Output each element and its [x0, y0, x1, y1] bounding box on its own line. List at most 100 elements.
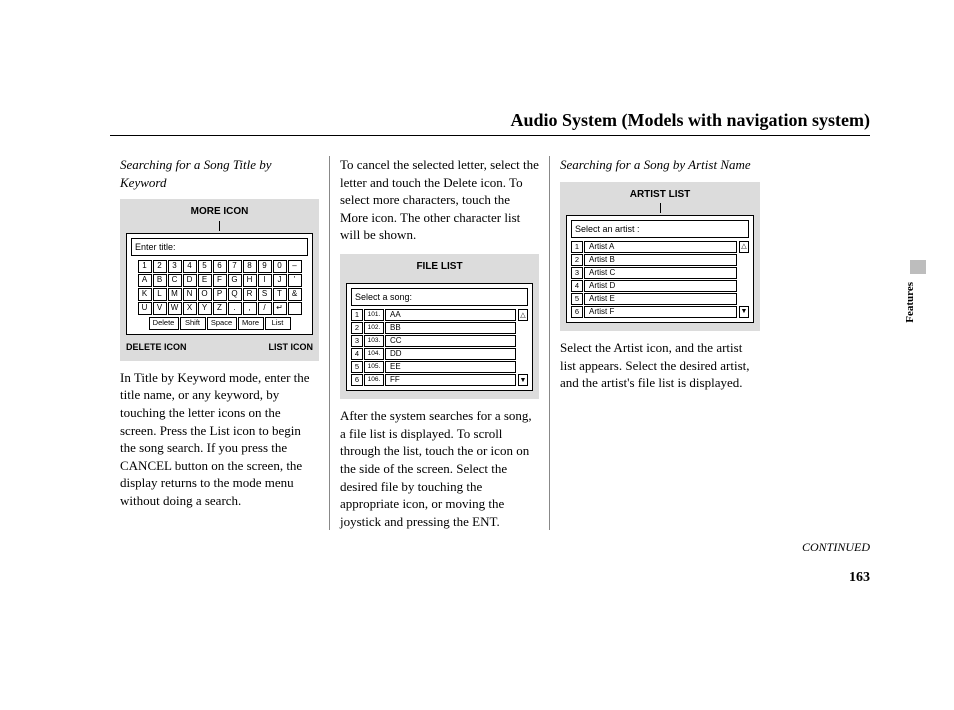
row-title: Artist D — [584, 280, 737, 292]
bottom-labels: DELETE ICON LIST ICON — [126, 341, 313, 353]
key: X — [183, 302, 197, 315]
more-key: More — [238, 317, 264, 330]
pointer-line-icon — [660, 203, 661, 213]
row-index: 3 — [571, 267, 583, 279]
column-3: Searching for a Song by Artist Name ARTI… — [550, 156, 770, 530]
key: E — [198, 274, 212, 287]
key: Y — [198, 302, 212, 315]
key: ↵ — [273, 302, 287, 315]
key: N — [183, 288, 197, 301]
row-index: 5 — [571, 293, 583, 305]
row-title: FF — [385, 374, 516, 386]
artist-list-label: ARTIST LIST — [566, 188, 754, 202]
list-item: 3103.CC — [351, 335, 516, 347]
key: D — [183, 274, 197, 287]
key: A — [138, 274, 152, 287]
col1-body: In Title by Keyword mode, enter the titl… — [120, 369, 319, 509]
key: – — [288, 260, 302, 273]
row-index: 4 — [351, 348, 363, 360]
key: 9 — [258, 260, 272, 273]
row-sub: 106. — [364, 374, 384, 386]
row-index: 5 — [351, 361, 363, 373]
scroll-down-icon: ▼ — [518, 374, 528, 386]
list-item: 5105.EE — [351, 361, 516, 373]
select-song-head: Select a song: — [351, 288, 528, 306]
file-list-label: FILE LIST — [346, 260, 533, 274]
row-index: 2 — [571, 254, 583, 266]
scroll-up-icon: △ — [739, 241, 749, 253]
space-key: Space — [207, 317, 237, 330]
list-item: 2102.BB — [351, 322, 516, 334]
scroll-up-icon: △ — [518, 309, 528, 321]
key-row-3: KLMNOPQRST& — [138, 288, 302, 301]
row-title: BB — [385, 322, 516, 334]
keyboard-diagram-box: MORE ICON Enter title: 1234567890– ABCDE… — [120, 199, 319, 361]
side-tab — [910, 260, 926, 274]
key: & — [288, 288, 302, 301]
list-icon-text: LIST ICON — [269, 342, 314, 352]
file-list-box: FILE LIST Select a song: 1101.AA2102.BB3… — [340, 254, 539, 400]
key: R — [243, 288, 257, 301]
shift-key: Shift — [180, 317, 206, 330]
file-list-wrap: 1101.AA2102.BB3103.CC4104.DD5105.EE6106.… — [351, 309, 528, 386]
key: U — [138, 302, 152, 315]
artist-rows: 1Artist A2Artist B3Artist C4Artist D5Art… — [571, 241, 737, 318]
row-title: Artist F — [584, 306, 737, 318]
row-index: 4 — [571, 280, 583, 292]
key: T — [273, 288, 287, 301]
row-title: Artist E — [584, 293, 737, 305]
row-index: 6 — [571, 306, 583, 318]
key-grid: 1234567890– ABCDEFGHIJ' KLMNOPQRST& UVWX… — [131, 260, 308, 330]
key: 4 — [183, 260, 197, 273]
key: / — [258, 302, 272, 315]
delete-key: Delete — [149, 317, 179, 330]
more-icon-label: MORE ICON — [126, 205, 313, 219]
file-rows: 1101.AA2102.BB3103.CC4104.DD5105.EE6106.… — [351, 309, 516, 386]
key: ' — [288, 274, 302, 287]
key-row-1: 1234567890– — [138, 260, 302, 273]
col2-top-body: To cancel the selected letter, select th… — [340, 156, 539, 244]
row-sub: 103. — [364, 335, 384, 347]
delete-icon-text: DELETE ICON — [126, 342, 187, 352]
side-label-features: Features — [904, 282, 916, 323]
select-artist-head: Select an artist : — [571, 220, 749, 238]
enter-title-field: Enter title: — [131, 238, 308, 256]
key: 6 — [213, 260, 227, 273]
key: J — [273, 274, 287, 287]
list-item: 1Artist A — [571, 241, 737, 253]
row-index: 6 — [351, 374, 363, 386]
scroll-column: △ ▼ — [518, 309, 528, 386]
row-title: Artist A — [584, 241, 737, 253]
control-row: Delete Shift Space More List — [149, 317, 291, 330]
row-index: 3 — [351, 335, 363, 347]
row-index: 1 — [571, 241, 583, 253]
key: Z — [213, 302, 227, 315]
key: B — [153, 274, 167, 287]
key: H — [243, 274, 257, 287]
row-index: 1 — [351, 309, 363, 321]
scroll-down-icon: ▼ — [739, 306, 749, 318]
key: C — [168, 274, 182, 287]
list-item: 2Artist B — [571, 254, 737, 266]
key: , — [243, 302, 257, 315]
row-title: AA — [385, 309, 516, 321]
key: S — [258, 288, 272, 301]
keyboard-frame: Enter title: 1234567890– ABCDEFGHIJ' KLM… — [126, 233, 313, 335]
key: O — [198, 288, 212, 301]
page: Audio System (Models with navigation sys… — [110, 110, 870, 530]
key: 2 — [153, 260, 167, 273]
continued-label: CONTINUED — [802, 540, 870, 555]
list-item: 1101.AA — [351, 309, 516, 321]
scroll-column: △ ▼ — [739, 241, 749, 318]
row-sub: 102. — [364, 322, 384, 334]
key: K — [138, 288, 152, 301]
section-heading-keyword: Searching for a Song Title by Keyword — [120, 156, 319, 191]
list-item: 6106.FF — [351, 374, 516, 386]
row-title: Artist B — [584, 254, 737, 266]
key: 0 — [273, 260, 287, 273]
row-title: Artist C — [584, 267, 737, 279]
key: 3 — [168, 260, 182, 273]
column-2: To cancel the selected letter, select th… — [330, 156, 550, 530]
key: 8 — [243, 260, 257, 273]
page-number: 163 — [849, 570, 870, 586]
